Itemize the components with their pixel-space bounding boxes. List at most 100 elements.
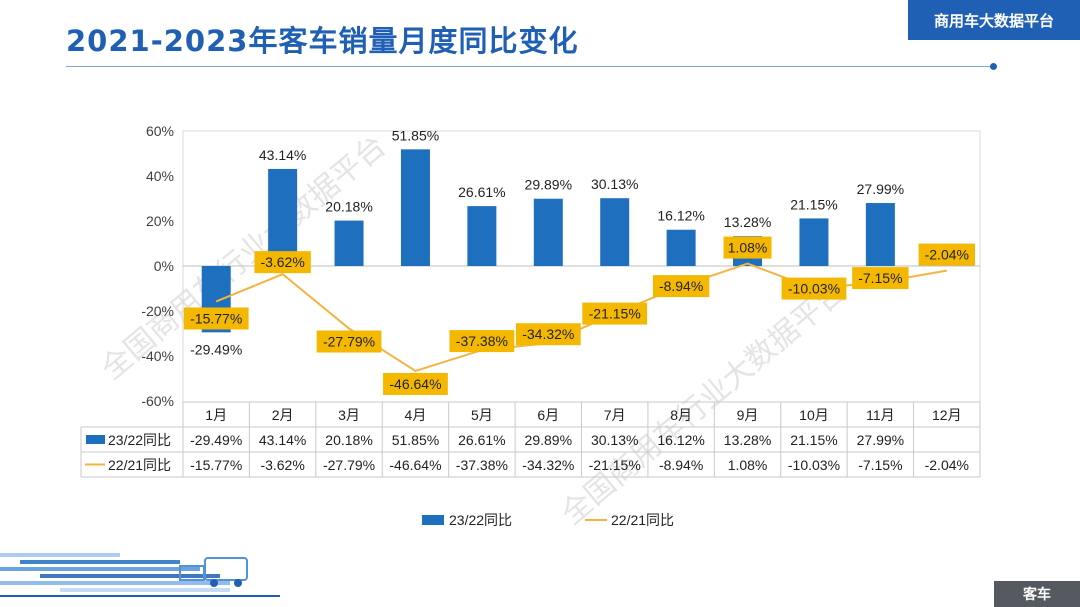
bar-data-label: 26.61%: [458, 184, 505, 200]
table-cell: 1.08%: [728, 457, 768, 473]
speed-stripe: [60, 588, 230, 592]
y-tick-label: -40%: [141, 348, 174, 364]
bar-labels-layer: -29.49% 43.14% 20.18% 51.85% 26.61% 29.89% 30.…: [190, 127, 904, 357]
y-tick-label: 20%: [146, 213, 174, 229]
bar: [467, 206, 497, 266]
y-tick-label: 0%: [154, 258, 174, 274]
legend-label: 22/21同比: [611, 512, 674, 528]
bar: [334, 220, 364, 266]
label-box: [183, 307, 249, 330]
line-data-label: -2.04%: [918, 243, 975, 266]
table-row-header: 22/21同比: [108, 457, 171, 473]
label-text: 1.08%: [728, 240, 768, 256]
bar-data-label: 51.85%: [392, 127, 439, 143]
wheel-icon: [234, 579, 242, 587]
label-text: -37.38%: [456, 333, 508, 349]
table-cell: -37.38%: [456, 457, 508, 473]
table-cell: -34.32%: [522, 457, 574, 473]
label-text: -46.64%: [389, 376, 441, 392]
table-cell: 29.89%: [525, 432, 572, 448]
bar-data-label: 20.18%: [325, 199, 372, 215]
label-box: [582, 302, 648, 325]
x-tick-label: 6月: [537, 407, 559, 423]
page-title: 2021-2023年客车销量月度同比变化: [66, 24, 579, 58]
bar-data-label: 27.99%: [857, 181, 904, 197]
label-box: [852, 267, 909, 290]
x-tick-label: 1月: [205, 407, 227, 423]
label-text: -10.03%: [788, 281, 840, 297]
label-box: [781, 277, 847, 300]
label-text: -15.77%: [190, 310, 242, 326]
line-data-label: -7.15%: [852, 267, 909, 290]
bar-data-label: 13.28%: [724, 214, 771, 230]
bar-data-label: 29.89%: [525, 177, 572, 193]
label-text: -2.04%: [925, 247, 969, 263]
bar-data-label: 16.12%: [657, 208, 704, 224]
label-box: [515, 323, 581, 346]
table-cell: 13.28%: [724, 432, 771, 448]
line-data-label: -27.79%: [316, 330, 382, 353]
table-cell: 51.85%: [392, 432, 439, 448]
y-axis: 60% 40% 20% 0% -20% -40% -60%: [141, 123, 980, 409]
label-box: [723, 236, 772, 259]
legend: 23/22同比 22/21同比: [422, 512, 674, 528]
x-tick-label: 8月: [670, 407, 692, 423]
x-tick-label: 9月: [737, 407, 759, 423]
x-tick-label: 12月: [932, 407, 962, 423]
speed-stripe: [0, 581, 230, 585]
x-tick-label: 4月: [405, 407, 427, 423]
line-data-label: -8.94%: [652, 275, 710, 298]
bar-legend-key: [86, 435, 105, 444]
table-cell: 26.61%: [458, 432, 505, 448]
y-tick-label: -20%: [141, 303, 174, 319]
x-tick-label: 10月: [799, 407, 829, 423]
label-box: [918, 243, 975, 266]
table-cell: -29.49%: [190, 432, 242, 448]
table-cell: 30.13%: [591, 432, 638, 448]
label-text: -3.62%: [260, 254, 304, 270]
line-data-label: -37.38%: [449, 330, 515, 353]
line-data-label: -15.77%: [183, 307, 249, 330]
table-cell: 27.99%: [857, 432, 904, 448]
bar: [799, 218, 829, 266]
speed-stripe: [40, 574, 220, 578]
label-text: -27.79%: [323, 334, 375, 350]
table-cell: -15.77%: [190, 457, 242, 473]
table-cell: 16.12%: [657, 432, 704, 448]
label-text: -7.15%: [858, 270, 902, 286]
label-box: [254, 251, 311, 274]
bar: [400, 149, 430, 266]
label-text: -34.32%: [522, 326, 574, 342]
x-tick-label: 3月: [338, 407, 360, 423]
truck-decoration: [0, 553, 280, 597]
data-table: 1月 2月 3月 4月 5月 6月 7月 8月 9月 10月 11月 12月 23/22同比 22/21同…: [80, 401, 981, 478]
line-data-label: -46.64%: [383, 372, 448, 395]
label-box: [316, 330, 382, 353]
line-data-label: -34.32%: [515, 323, 581, 346]
line-labels-layer: -15.77% -3.62% -27.79% -46.64% -37.38% -34.32…: [183, 236, 975, 395]
line-data-label: -21.15%: [582, 302, 648, 325]
label-box: [449, 330, 515, 353]
table-cell: -27.79%: [323, 457, 375, 473]
table-cell: -8.94%: [659, 457, 703, 473]
y-tick-label: 40%: [146, 168, 174, 184]
label-text: -21.15%: [589, 306, 641, 322]
truck-icon: [179, 565, 205, 581]
speed-stripe: [0, 553, 120, 557]
x-tick-label: 2月: [272, 407, 294, 423]
table-row-header: 23/22同比: [108, 432, 171, 448]
table-cell: 21.15%: [790, 432, 837, 448]
header-divider: [66, 66, 994, 67]
y-tick-label: 60%: [146, 123, 174, 139]
bar: [533, 198, 563, 266]
x-tick-label: 11月: [866, 407, 895, 423]
bar-data-label: 43.14%: [259, 147, 306, 163]
speed-stripe: [0, 567, 200, 571]
table-cell: -3.62%: [260, 457, 304, 473]
legend-label: 23/22同比: [449, 512, 512, 528]
bar: [268, 168, 298, 266]
x-tick-label: 7月: [604, 407, 626, 423]
label-box: [383, 372, 448, 395]
table-cell: -10.03%: [788, 457, 840, 473]
